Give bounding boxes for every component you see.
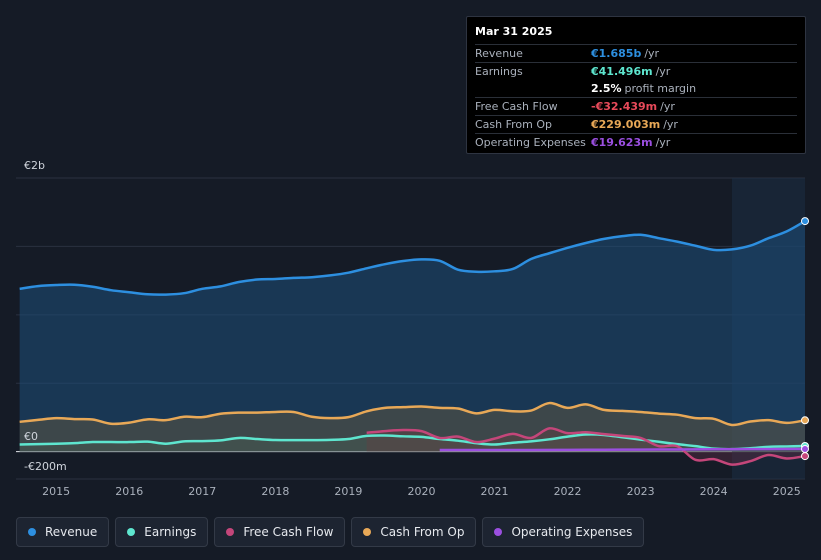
legend-label: Operating Expenses (511, 525, 633, 539)
y-label-zero: €0 (24, 430, 38, 443)
tooltip-row-free-cash-flow: Free Cash Flow -€32.439m /yr (475, 97, 797, 115)
line-free-cash-flow (366, 427, 806, 466)
x-tick-label: 2021 (481, 485, 509, 498)
tooltip-row-operating-expenses: Operating Expenses €19.623m /yr (475, 133, 797, 151)
legend-item-revenue[interactable]: Revenue (16, 517, 110, 547)
area-free-cash-flow (366, 428, 805, 465)
end-marker-revenue (801, 217, 809, 226)
y-label-bottom: -€200m (24, 460, 67, 473)
area-earnings (19, 434, 806, 452)
tooltip-value: €1.685b (591, 47, 642, 60)
line-cash-from-op (19, 401, 806, 427)
tooltip-label: Revenue (475, 47, 523, 60)
legend-label: Cash From Op (380, 525, 465, 539)
tooltip-unit: /yr (663, 118, 678, 131)
legend-label: Free Cash Flow (243, 525, 334, 539)
tooltip-value: €19.623m (591, 136, 653, 149)
end-marker-operating-expenses (801, 444, 809, 453)
tooltip-label: Operating Expenses (475, 136, 586, 149)
legend-dot-icon (494, 528, 503, 536)
area-revenue (19, 221, 806, 452)
tooltip-unit: /yr (660, 100, 675, 113)
chart-area: €2b €0 -€200m 2015 2016 2017 2018 2019 2020 20… (16, 159, 809, 498)
tooltip-unit: profit margin (624, 82, 697, 95)
x-tick-label: 2015 (42, 485, 70, 498)
legend: Revenue Earnings Free Cash Flow Cash Fro… (16, 517, 645, 547)
series-areas (19, 221, 806, 465)
tooltip-label: Earnings (475, 65, 523, 78)
x-axis-ticks: 2015 2016 2017 2018 2019 2020 2021 2022 2023 2024… (42, 485, 801, 498)
legend-dot-icon (226, 528, 235, 536)
x-tick-label: 2020 (407, 485, 435, 498)
legend-item-free-cash-flow[interactable]: Free Cash Flow (214, 517, 346, 547)
line-operating-expenses (439, 447, 806, 452)
tooltip-date: Mar 31 2025 (475, 25, 553, 38)
tooltip-unit: /yr (655, 136, 671, 149)
tooltip-unit: /yr (655, 65, 671, 78)
x-tick-label: 2017 (188, 485, 216, 498)
x-tick-label: 2018 (261, 485, 289, 498)
series-lines (19, 220, 806, 466)
line-earnings (19, 433, 806, 451)
tooltip-row-revenue: Revenue €1.685b /yr (475, 44, 797, 62)
legend-item-cash-from-op[interactable]: Cash From Op (351, 517, 477, 547)
tooltip-value: -€32.439m (591, 100, 658, 113)
tooltip-label: Cash From Op (475, 118, 553, 131)
y-label-top: €2b (24, 159, 45, 172)
legend-dot-icon (363, 528, 372, 536)
tooltip-value: €229.003m (591, 118, 661, 131)
tooltip-label: Free Cash Flow (475, 100, 558, 113)
x-tick-label: 2025 (773, 485, 801, 498)
end-marker-cash-from-op (801, 416, 809, 425)
tooltip-row-profit-margin: 2.5% profit margin (475, 80, 797, 97)
legend-dot-icon (127, 528, 136, 536)
x-tick-label: 2022 (554, 485, 582, 498)
tooltip-unit: /yr (644, 47, 660, 60)
legend-item-earnings[interactable]: Earnings (115, 517, 209, 547)
x-tick-label: 2016 (115, 485, 143, 498)
legend-item-operating-expenses[interactable]: Operating Expenses (482, 517, 645, 547)
x-tick-label: 2024 (700, 485, 728, 498)
tooltip-value: €41.496m (591, 65, 653, 78)
legend-label: Revenue (45, 525, 98, 539)
tooltip-value: 2.5% (591, 82, 622, 95)
legend-label: Earnings (144, 525, 197, 539)
end-marker-free-cash-flow (801, 452, 809, 461)
data-tooltip: Mar 31 2025 Revenue €1.685b /yr Earnings… (466, 16, 806, 154)
x-tick-label: 2023 (627, 485, 655, 498)
tooltip-row-cash-from-op: Cash From Op €229.003m /yr (475, 115, 797, 133)
line-revenue (19, 220, 806, 296)
tooltip-row-earnings: Earnings €41.496m /yr (475, 62, 797, 80)
legend-dot-icon (28, 528, 36, 536)
x-tick-label: 2019 (334, 485, 362, 498)
series-end-markers (801, 217, 809, 461)
